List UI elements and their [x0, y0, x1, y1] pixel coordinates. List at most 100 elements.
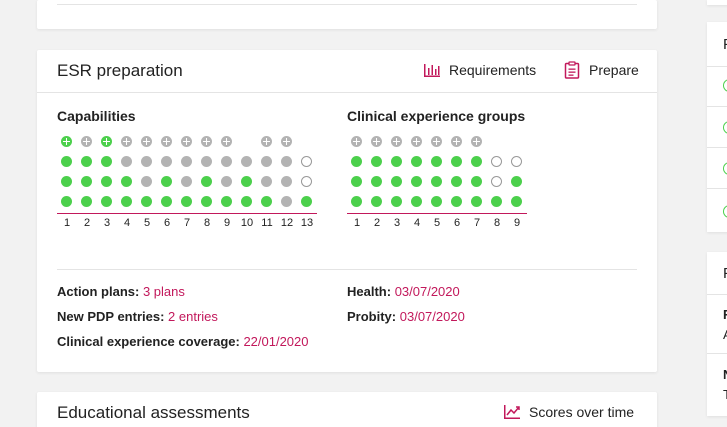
probity-date-link[interactable]: 03/07/2020 [399, 309, 465, 324]
side-card-2-title: F [723, 265, 727, 282]
coverage-date-link[interactable]: 22/01/2020 [243, 334, 309, 349]
previous-card [37, 0, 657, 29]
clipboard-icon [564, 61, 580, 79]
side-card-1: F [707, 22, 727, 232]
esr-card-header: ESR preparation Requirements Prepare [37, 50, 657, 93]
esr-title: ESR preparation [57, 61, 183, 80]
clinical-group-complete-dot [391, 176, 402, 187]
capability-complete-dot [81, 196, 92, 207]
capability-add-icon[interactable] [121, 136, 132, 147]
clinical-group-add-icon[interactable] [411, 136, 422, 147]
capability-column-label: 13 [300, 217, 314, 229]
probity-row: Probity: 03/07/2020 [347, 309, 465, 324]
side-card-1-divider [707, 106, 727, 107]
coverage-row: Clinical experience coverage: 22/01/2020 [57, 334, 309, 349]
clinical-group-add-icon[interactable] [391, 136, 402, 147]
esr-info-divider [57, 269, 637, 270]
capability-add-icon[interactable] [181, 136, 192, 147]
check-circle-icon [723, 79, 727, 92]
scores-over-time-link[interactable]: Scores over time [503, 403, 634, 421]
capability-column-label: 1 [63, 217, 71, 229]
capability-add-icon[interactable] [161, 136, 172, 147]
prepare-label: Prepare [589, 62, 639, 78]
action-plans-label: Action plans: [57, 284, 140, 299]
capability-column-label: 11 [261, 217, 273, 229]
capability-add-icon[interactable] [221, 136, 232, 147]
capability-incomplete-dot [241, 156, 252, 167]
clinical-group-add-icon[interactable] [371, 136, 382, 147]
capability-complete-dot [81, 176, 92, 187]
capability-add-icon[interactable] [201, 136, 212, 147]
clinical-group-add-icon[interactable] [351, 136, 362, 147]
clinical-group-complete-dot [411, 196, 422, 207]
clinical-group-add-icon[interactable] [451, 136, 462, 147]
capability-incomplete-dot [141, 176, 152, 187]
clinical-group-column-label: 1 [353, 217, 361, 229]
capability-column-label: 10 [240, 217, 254, 229]
clinical-group-complete-dot [371, 156, 382, 167]
capability-complete-dot [201, 196, 212, 207]
clinical-group-empty-dot [511, 156, 522, 167]
side-card-1-divider [707, 66, 727, 67]
capability-column-label: 6 [163, 217, 171, 229]
prepare-link[interactable]: Prepare [563, 61, 639, 79]
clinical-group-complete-dot [491, 196, 502, 207]
capability-add-icon[interactable] [261, 136, 272, 147]
health-label: Health: [347, 284, 392, 299]
capability-complete-dot [181, 196, 192, 207]
pdp-entries-link[interactable]: 2 entries [168, 309, 218, 324]
clinical-group-complete-dot [431, 176, 442, 187]
clinical-group-complete-dot [351, 176, 362, 187]
capability-incomplete-dot [281, 156, 292, 167]
capability-complete-dot [101, 156, 112, 167]
capabilities-title: Capabilities [57, 108, 136, 124]
probity-label: Probity: [347, 309, 397, 324]
capability-add-icon[interactable] [61, 136, 72, 147]
capability-add-icon[interactable] [141, 136, 152, 147]
capability-column-label: 5 [143, 217, 151, 229]
clinical-group-column-label: 8 [493, 217, 501, 229]
clinical-group-complete-dot [371, 176, 382, 187]
clinical-group-complete-dot [411, 156, 422, 167]
side-card-2: F F A N T [707, 252, 727, 416]
capability-complete-dot [241, 196, 252, 207]
check-circle-icon [723, 162, 727, 175]
capability-add-icon[interactable] [81, 136, 92, 147]
requirements-link[interactable]: Requirements [423, 61, 536, 79]
clinical-group-complete-dot [371, 196, 382, 207]
clinical-group-add-icon[interactable] [471, 136, 482, 147]
health-date-link[interactable]: 03/07/2020 [394, 284, 460, 299]
clinical-group-column-label: 7 [473, 217, 481, 229]
action-plans-row: Action plans: 3 plans [57, 284, 185, 299]
clinical-group-column-label: 9 [513, 217, 521, 229]
capability-column-label: 4 [123, 217, 131, 229]
capability-column-label: 7 [183, 217, 191, 229]
capability-incomplete-dot [141, 156, 152, 167]
clinical-group-complete-dot [451, 176, 462, 187]
esr-preparation-card: ESR preparation Requirements Prepare [37, 50, 657, 372]
capability-complete-dot [301, 196, 312, 207]
capability-incomplete-dot [181, 156, 192, 167]
capability-add-icon[interactable] [281, 136, 292, 147]
side-card-2-row2-value: T [723, 387, 727, 402]
action-plans-link[interactable]: 3 plans [142, 284, 185, 299]
capability-complete-dot [161, 196, 172, 207]
clinical-group-complete-dot [351, 156, 362, 167]
clinical-group-add-icon[interactable] [431, 136, 442, 147]
clinical-group-column-label: 2 [373, 217, 381, 229]
capability-complete-dot [61, 156, 72, 167]
capability-complete-dot [121, 176, 132, 187]
capability-incomplete-dot [281, 176, 292, 187]
coverage-label: Clinical experience coverage: [57, 334, 240, 349]
clinical-group-complete-dot [451, 156, 462, 167]
clinical-group-complete-dot [471, 156, 482, 167]
clinical-group-column-label: 6 [453, 217, 461, 229]
check-circle-icon [723, 205, 727, 218]
capability-column-label: 12 [280, 217, 294, 229]
side-card-2-divider [707, 294, 727, 295]
educational-title: Educational assessments [57, 403, 250, 422]
educational-assessments-card: Educational assessments Scores over time [37, 392, 657, 427]
capability-incomplete-dot [161, 156, 172, 167]
capability-add-icon[interactable] [101, 136, 112, 147]
clinical-group-empty-dot [491, 156, 502, 167]
